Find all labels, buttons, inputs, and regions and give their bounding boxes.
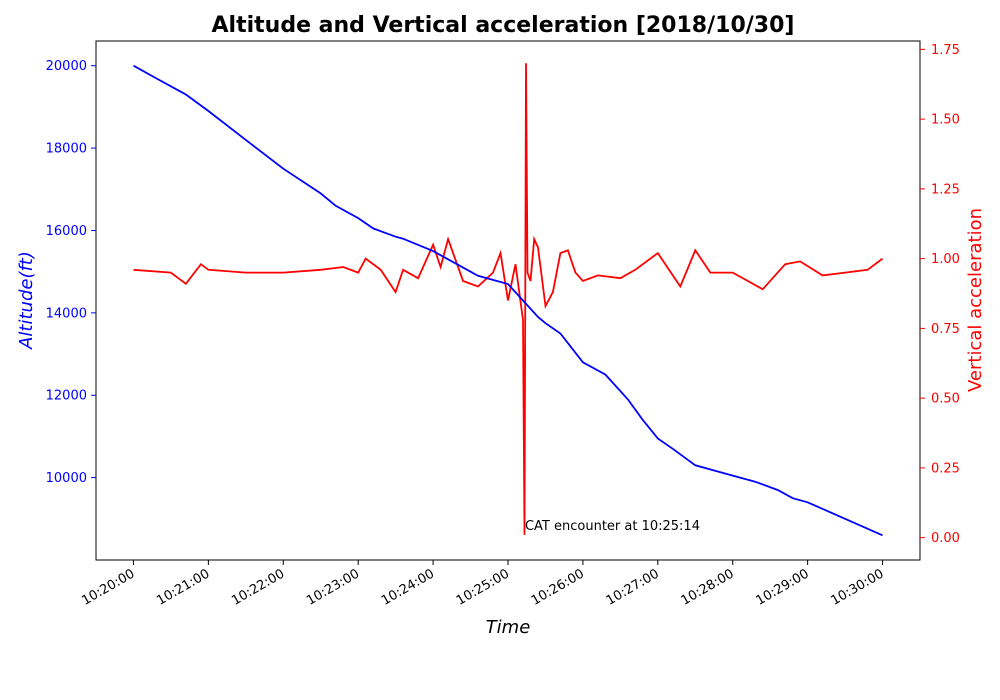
acceleration-axis-label: Vertical acceleration [965, 208, 986, 392]
acceleration-series-line [133, 63, 884, 535]
altitude-tick-label: 12000 [46, 389, 87, 404]
plot-area: CAT encounter at 10:25:14 [95, 40, 921, 561]
altitude-tick-label: 10000 [46, 471, 87, 486]
altitude-tick-label: 16000 [46, 224, 87, 239]
x-tick-label: 10:22:00 [229, 566, 287, 608]
altitude-axis: 10000 12000 14000 16000 18000 20000 [46, 59, 96, 486]
acceleration-tick-label: 0.75 [931, 322, 960, 337]
x-axis-label: Time [486, 617, 531, 638]
altitude-tick-label: 20000 [46, 59, 87, 74]
x-tick-label: 10:21:00 [154, 566, 212, 608]
cat-encounter-annotation: CAT encounter at 10:25:14 [525, 519, 700, 534]
altitude-tick-label: 14000 [46, 306, 87, 321]
x-tick-label: 10:29:00 [754, 566, 812, 608]
x-tick-label: 10:24:00 [379, 566, 437, 608]
x-tick-label: 10:20:00 [79, 566, 137, 608]
x-tick-label: 10:30:00 [828, 566, 886, 608]
acceleration-tick-label: 0.00 [931, 531, 960, 546]
acceleration-tick-label: 0.50 [931, 392, 960, 407]
x-tick-label: 10:26:00 [529, 566, 587, 608]
x-tick-label: 10:27:00 [604, 566, 662, 608]
x-axis: 10:20:00 10:21:00 10:22:00 10:23:00 10:24:00… [79, 560, 887, 609]
chart-title: Altitude and Vertical acceleration [2018… [212, 13, 795, 38]
altitude-axis-label: Altitude(ft) [16, 251, 37, 350]
acceleration-tick-label: 0.25 [931, 461, 960, 476]
acceleration-tick-label: 1.00 [931, 252, 960, 267]
x-tick-label: 10:23:00 [304, 566, 362, 608]
acceleration-tick-label: 1.25 [931, 182, 960, 197]
acceleration-axis: 0.00 0.25 0.50 0.75 1.00 1.25 1.50 1.75 [920, 43, 960, 546]
altitude-series-line [133, 64, 883, 537]
x-tick-label: 10:25:00 [454, 566, 512, 608]
acceleration-tick-label: 1.50 [931, 113, 960, 128]
acceleration-tick-label: 1.75 [931, 43, 960, 58]
altitude-tick-label: 18000 [46, 142, 87, 157]
x-tick-label: 10:28:00 [679, 566, 737, 608]
